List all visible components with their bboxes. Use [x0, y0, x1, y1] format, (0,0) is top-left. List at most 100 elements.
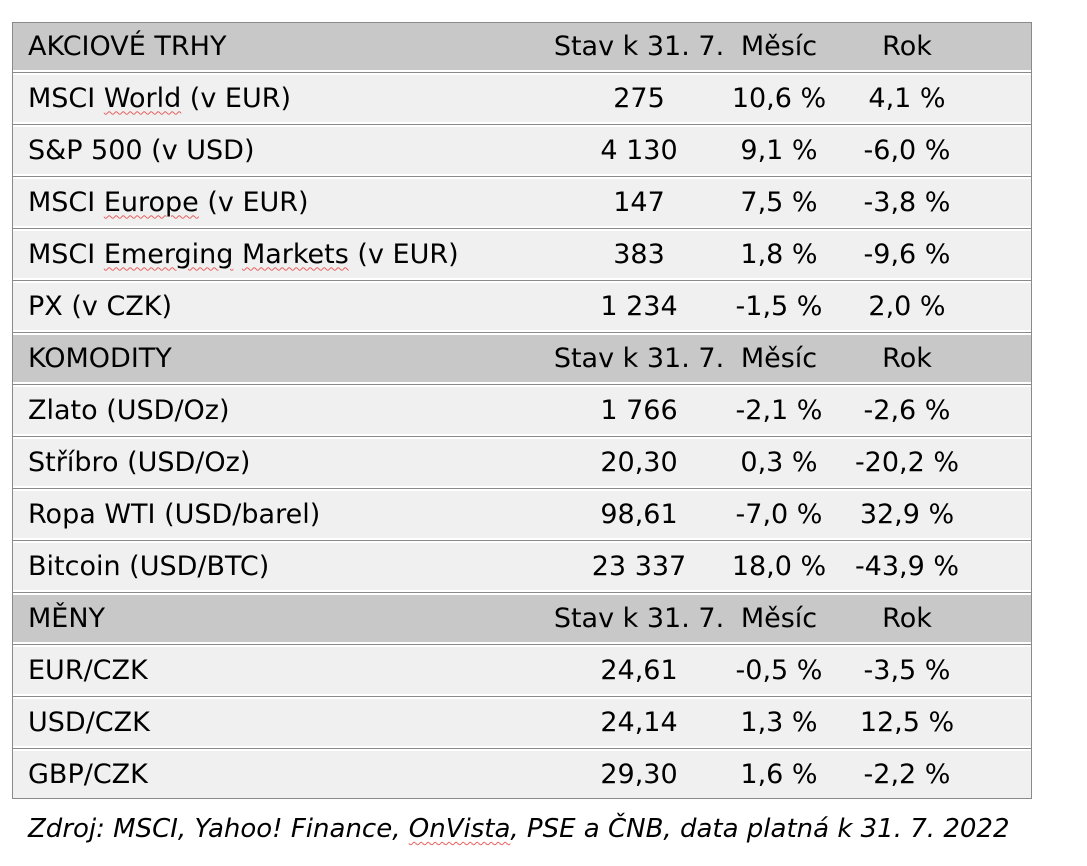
misspelled-word: Markets [241, 238, 349, 270]
row-label: EUR/CZK [13, 654, 550, 686]
year-change-cell: 32,9 % [859, 498, 955, 530]
value-cell: 1 766 [600, 394, 678, 426]
year-change-cell: -6,0 % [863, 134, 951, 166]
year-change-cell: 2,0 % [868, 290, 946, 322]
row-separator [13, 592, 1031, 593]
table-row-bitcoin: Bitcoin (USD/BTC) 23 337 18,0 % -43,9 % [13, 543, 1031, 590]
row-label: GBP/CZK [13, 758, 550, 790]
year-change-cell: -20,2 % [854, 446, 960, 478]
label-text: Ropa WTI (USD/barel) [28, 498, 321, 530]
value-cell: 23 337 [591, 550, 687, 582]
label-text: PX (v CZK) [28, 290, 173, 322]
month-change-cell: 18,0 % [731, 550, 827, 582]
section-title: KOMODITY [28, 342, 172, 374]
table-row-usdczk: USD/CZK 24,14 1,3 % 12,5 % [13, 699, 1031, 746]
column-header-mesic: Měsíc [740, 602, 818, 634]
misspelled-word: Europe [103, 186, 199, 218]
table-row-ropa-wti: Ropa WTI (USD/barel) 98,61 -7,0 % 32,9 % [13, 491, 1031, 538]
label-text: MSCI [28, 238, 104, 270]
table-row-stribro: Stříbro (USD/Oz) 20,30 0,3 % -20,2 % [13, 439, 1031, 486]
row-label: S&P 500 (v USD) [13, 134, 550, 166]
section-header-komodity: KOMODITY Stav k 31. 7. Měsíc Rok [13, 335, 1031, 382]
row-separator [13, 540, 1031, 541]
source-note-text: , PSE a ČNB, data platná k 31. 7. 2022 [510, 814, 1010, 844]
row-label: USD/CZK [13, 706, 550, 738]
row-separator [13, 124, 1031, 125]
month-change-cell: -1,5 % [735, 290, 823, 322]
year-change-cell: -2,6 % [863, 394, 951, 426]
section-title: MĚNY [28, 602, 106, 634]
value-cell: 24,61 [600, 654, 678, 686]
row-separator [13, 332, 1031, 333]
month-change-cell: -2,1 % [735, 394, 823, 426]
month-change-cell: 7,5 % [740, 186, 818, 218]
source-note: Zdroj: MSCI, Yahoo! Finance, OnVista, PS… [28, 814, 1010, 844]
column-header-stav: Stav k 31. 7. [553, 602, 725, 634]
label-text: MSCI [28, 82, 104, 114]
label-text: (v EUR) [181, 82, 292, 114]
month-change-cell: 0,3 % [740, 446, 818, 478]
section-header-meny: MĚNY Stav k 31. 7. Měsíc Rok [13, 595, 1031, 642]
column-header-stav: Stav k 31. 7. [553, 342, 725, 374]
year-change-cell: 4,1 % [868, 82, 946, 114]
table-row-px: PX (v CZK) 1 234 -1,5 % 2,0 % [13, 283, 1031, 330]
column-header-mesic: Měsíc [740, 342, 818, 374]
row-label: Ropa WTI (USD/barel) [13, 498, 550, 530]
value-cell: 275 [613, 82, 665, 114]
label-text: (v EUR) [348, 238, 459, 270]
section-title: AKCIOVÉ TRHY [28, 30, 227, 62]
row-separator [13, 280, 1031, 281]
month-change-cell: 1,3 % [740, 706, 818, 738]
source-note-text: Zdroj: MSCI, Yahoo! Finance, [28, 814, 409, 844]
month-change-cell: 1,8 % [740, 238, 818, 270]
row-separator [13, 228, 1031, 229]
label-text: S&P 500 (v USD) [28, 134, 255, 166]
row-separator [13, 644, 1031, 645]
misspelled-word: World [103, 82, 182, 114]
year-change-cell: -3,8 % [863, 186, 951, 218]
value-cell: 29,30 [600, 758, 678, 790]
row-label: Bitcoin (USD/BTC) [13, 551, 550, 582]
label-text [233, 239, 242, 270]
row-separator [13, 488, 1031, 489]
value-cell: 1 234 [600, 290, 678, 322]
label-text: GBP/CZK [28, 758, 148, 790]
table-row-gbpczk: GBP/CZK 29,30 1,6 % -2,2 % [13, 751, 1031, 798]
year-change-cell: 12,5 % [859, 706, 955, 738]
row-label: MSCI World (v EUR) [13, 82, 550, 114]
value-cell: 4 130 [600, 134, 678, 166]
row-separator [13, 176, 1031, 177]
section-header-akciove-trhy: AKCIOVÉ TRHY Stav k 31. 7. Měsíc Rok [13, 23, 1031, 70]
row-label: MSCI Emerging Markets (v EUR) [13, 238, 550, 270]
row-label: Zlato (USD/Oz) [13, 394, 550, 426]
table-row-eurczk: EUR/CZK 24,61 -0,5 % -3,5 % [13, 647, 1031, 694]
row-label: MSCI Europe (v EUR) [13, 186, 550, 218]
value-cell: 98,61 [600, 498, 678, 530]
label-text: (v EUR) [198, 186, 309, 218]
label-text: Zlato (USD/Oz) [28, 394, 230, 426]
year-change-cell: -2,2 % [863, 758, 951, 790]
value-cell: 383 [613, 238, 665, 270]
value-cell: 24,14 [600, 706, 678, 738]
row-separator [13, 72, 1031, 73]
table-row-msci-emerging-markets: MSCI Emerging Markets (v EUR) 383 1,8 % … [13, 231, 1031, 278]
label-text: Stříbro (USD/Oz) [28, 446, 251, 478]
table-row-msci-world: MSCI World (v EUR) 275 10,6 % 4,1 % [13, 75, 1031, 122]
market-overview-table: AKCIOVÉ TRHY Stav k 31. 7. Měsíc Rok MSC… [12, 22, 1032, 799]
column-header-rok: Rok [882, 602, 932, 634]
row-separator [13, 436, 1031, 437]
month-change-cell: 9,1 % [740, 134, 818, 166]
month-change-cell: -0,5 % [735, 654, 823, 686]
misspelled-word: OnVista [408, 814, 511, 844]
row-label: Stříbro (USD/Oz) [13, 446, 550, 478]
column-header-rok: Rok [882, 30, 932, 62]
year-change-cell: -3,5 % [863, 654, 951, 686]
row-separator [13, 696, 1031, 697]
value-cell: 147 [613, 186, 665, 218]
row-separator [13, 384, 1031, 385]
label-text: EUR/CZK [28, 654, 148, 686]
label-text: USD/CZK [28, 706, 150, 738]
row-label: PX (v CZK) [13, 290, 550, 322]
year-change-cell: -43,9 % [854, 550, 960, 582]
label-text: MSCI [28, 186, 104, 218]
